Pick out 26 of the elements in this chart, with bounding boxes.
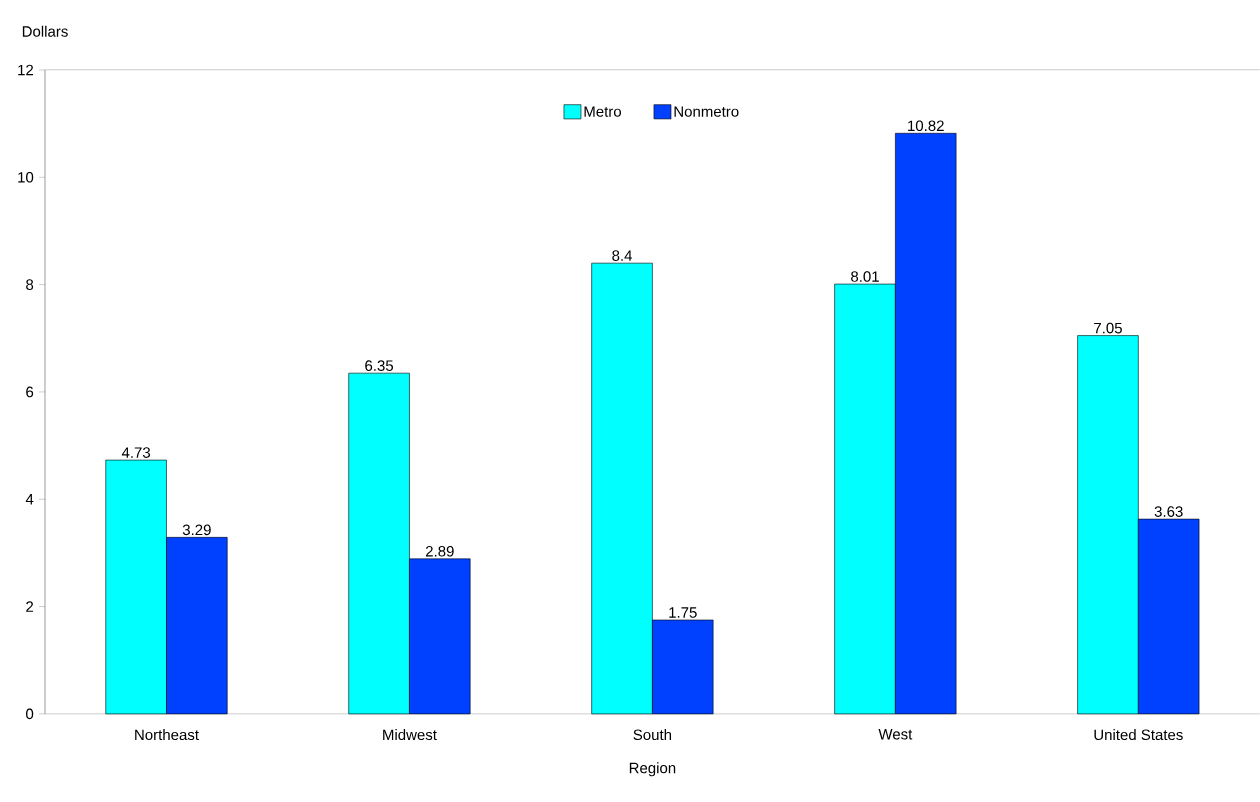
x-tick-label: United States: [1094, 729, 1183, 741]
y-tick-label: 2: [26, 601, 34, 612]
y-tick-label: 6: [26, 386, 34, 398]
y-tick-label: 0: [26, 708, 34, 720]
y-tick-label: 4: [25, 494, 34, 505]
data-label: 8.01: [851, 271, 879, 282]
y-axis-title: Dollars: [22, 25, 68, 37]
x-tick-label: South: [633, 729, 672, 741]
data-label: 7.05: [1094, 322, 1122, 334]
x-tick-label: Northeast: [135, 729, 199, 741]
y-tick-label: 8: [26, 279, 34, 290]
data-label: 3.63: [1154, 506, 1183, 517]
x-tick-label: Midwest: [383, 729, 437, 741]
x-axis-title: Region: [629, 762, 676, 777]
data-label: 4.73: [121, 447, 151, 458]
legend-label: Metro: [584, 106, 622, 117]
x-tick-label: West: [878, 729, 913, 740]
data-label: 2.89: [425, 546, 454, 557]
data-label: 6.35: [365, 360, 394, 372]
legend-label: Nonmetro: [674, 106, 739, 117]
data-label: 10.82: [908, 120, 944, 132]
data-label: 8.4: [612, 250, 633, 262]
data-label: 1.75: [669, 607, 697, 618]
y-tick-label: 10: [18, 172, 34, 183]
y-tick-label: 12: [18, 64, 34, 76]
data-label: 3.29: [182, 524, 211, 536]
